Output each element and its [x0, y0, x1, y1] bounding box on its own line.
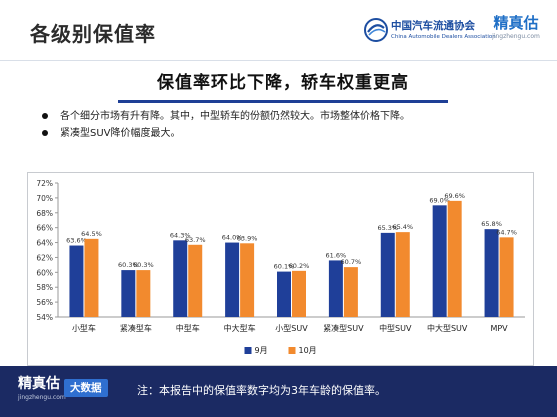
cada-logo-cn: 中国汽车流通协会: [391, 20, 475, 32]
slide-subtitle: 保值率环比下降，轿车权重更高: [118, 66, 448, 103]
data-label: 60.3%: [133, 261, 154, 269]
bar-sep: [380, 232, 395, 317]
y-tick-label: 56%: [36, 298, 53, 307]
footer-brand-logo: 精真估 jingzhengu.com: [18, 376, 66, 402]
x-tick-label: 小型SUV: [275, 324, 308, 333]
bar-oct: [136, 270, 151, 317]
bullet-item: 各个细分市场有升有降。其中，中型轿车的份额仍然较大。市场整体价格下降。: [40, 108, 540, 125]
data-label: 65.3%: [377, 224, 398, 232]
y-tick-label: 66%: [36, 224, 53, 233]
data-label: 69.0%: [429, 196, 450, 204]
bar-sep: [328, 260, 343, 317]
bullet-list: 各个细分市场有升有降。其中，中型轿车的份额仍然较大。市场整体价格下降。 紧凑型S…: [40, 108, 540, 142]
data-label: 64.7%: [496, 228, 517, 236]
data-label: 65.8%: [481, 220, 502, 228]
legend-label: 9月: [255, 346, 268, 355]
y-tick-label: 70%: [36, 194, 53, 203]
bar-oct: [343, 267, 358, 317]
bullet-item: 紧凑型SUV降价幅度最大。: [40, 125, 540, 142]
bar-sep: [277, 271, 291, 317]
y-tick-label: 72%: [36, 179, 53, 188]
bullet-dot-icon: [42, 130, 48, 136]
chart-panel: 54% 56% 58% 60% 62% 64% 66% 68% 70% 72% 63.6% 64.5%…: [27, 172, 534, 366]
bullet-text: 紧凑型SUV降价幅度最大。: [60, 128, 181, 139]
y-tick-label: 62%: [36, 253, 53, 262]
bar-sep: [225, 242, 240, 317]
bar-oct: [84, 238, 99, 317]
x-tick-label: 紧凑型车: [120, 323, 152, 333]
bullet-text: 各个细分市场有升有降。其中，中型轿车的份额仍然较大。市场整体价格下降。: [60, 111, 410, 122]
bar-sep: [173, 240, 188, 317]
bar-sep: [432, 205, 447, 317]
x-tick-label: 小型车: [72, 323, 96, 333]
bar-oct: [395, 232, 410, 317]
header-bar: 各级别保值率 中国汽车流通协会 China Automobile Dealers…: [0, 0, 557, 61]
bar-sep: [69, 245, 84, 317]
footer-bar: 精真估 jingzhengu.com 大数据 注：本报告中的保值率数字均为3年车…: [0, 366, 557, 417]
x-tick-label: 中型SUV: [379, 323, 412, 333]
data-label: 63.6%: [66, 237, 87, 245]
data-label: 69.6%: [444, 192, 465, 200]
slide-subtitle-text: 保值率环比下降，轿车权重更高: [157, 73, 409, 93]
footer-brand-cn: 精真估: [18, 376, 60, 392]
data-label: 61.6%: [326, 251, 347, 259]
data-label: 64.5%: [81, 230, 102, 238]
page-title: 各级别保值率: [30, 22, 156, 46]
bar-oct: [499, 237, 514, 317]
data-label: 65.4%: [392, 223, 413, 231]
bar-chart: 54% 56% 58% 60% 62% 64% 66% 68% 70% 72% 63.6%64.5%…: [36, 179, 525, 355]
brand-logo-en: jingzhengu.com: [492, 33, 540, 40]
x-tick-label: 紧凑型SUV: [323, 323, 364, 333]
brand-logo: 精真估 jingzhengu.com: [485, 14, 547, 50]
data-label: 64.0%: [222, 234, 243, 242]
legend-swatch: [288, 347, 296, 354]
cada-logo-en: China Automobile Dealers Association: [391, 34, 496, 40]
y-tick-label: 68%: [36, 209, 53, 218]
data-label: 63.9%: [237, 234, 258, 242]
bar-sep: [484, 229, 499, 317]
data-label: 64.3%: [170, 231, 191, 239]
bar-sep: [121, 270, 136, 317]
x-tick-label: 中大型车: [224, 323, 256, 333]
data-label: 60.2%: [289, 262, 310, 270]
data-label: 60.3%: [118, 261, 139, 269]
footer-note: 注：本报告中的保值率数字均为3年车龄的保值率。: [137, 384, 386, 397]
data-label: 60.1%: [274, 263, 295, 271]
y-tick-label: 58%: [36, 283, 53, 292]
x-tick-label: 中大型SUV: [427, 323, 468, 333]
data-label: 63.7%: [185, 236, 206, 244]
legend-label: 10月: [299, 346, 317, 355]
y-tick-label: 54%: [36, 313, 53, 322]
footer-brand-en: jingzhengu.com: [18, 394, 66, 401]
cada-emblem-icon: [364, 18, 388, 42]
cada-logo: 中国汽车流通协会 China Automobile Dealers Associ…: [363, 14, 496, 48]
bar-oct: [240, 243, 255, 317]
y-tick-label: 64%: [36, 239, 53, 248]
big-data-badge: 大数据: [64, 379, 108, 397]
legend-swatch: [244, 347, 252, 354]
bar-oct: [292, 270, 306, 317]
brand-logo-cn: 精真估: [493, 14, 539, 32]
bullet-dot-icon: [42, 113, 48, 119]
y-tick-label: 60%: [36, 268, 53, 277]
x-tick-label: 中型车: [176, 323, 200, 333]
x-tick-label: MPV: [490, 324, 508, 333]
bar-oct: [447, 200, 462, 317]
bar-oct: [188, 244, 203, 317]
data-label: 60.7%: [341, 258, 362, 266]
